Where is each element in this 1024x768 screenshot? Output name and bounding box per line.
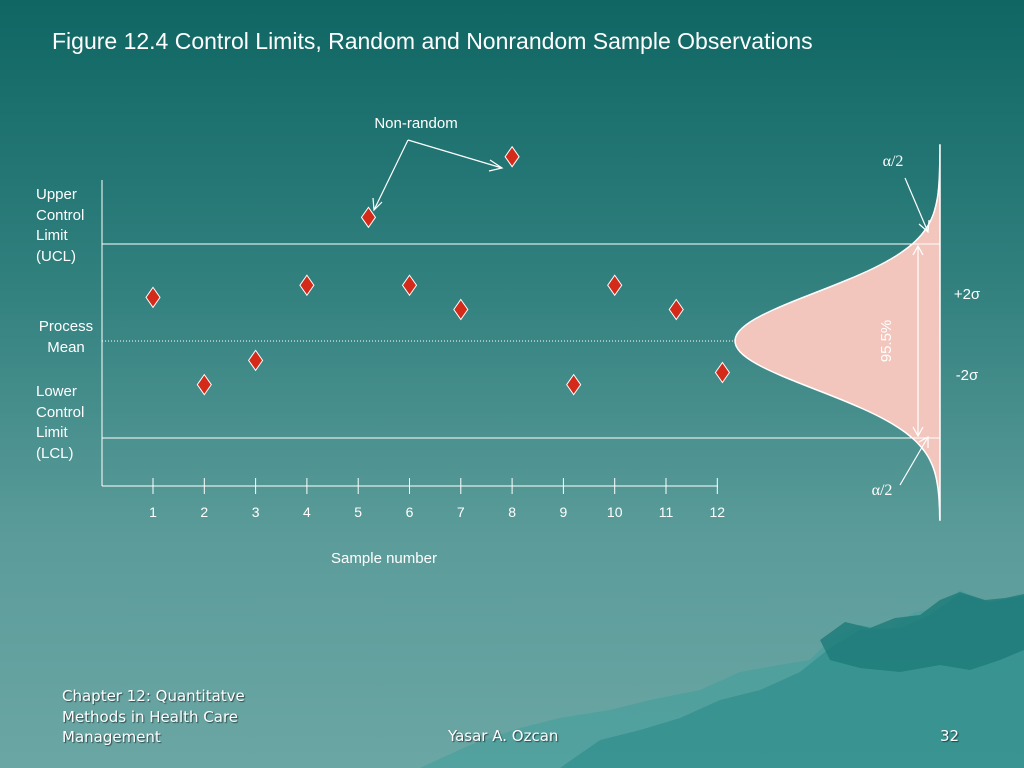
nonrandom-annotation-label: Non-random bbox=[374, 115, 457, 132]
alpha-top-arrow bbox=[904, 177, 930, 234]
x-tick-label: 6 bbox=[406, 504, 414, 520]
alpha-half-bottom-label: α/2 bbox=[872, 482, 893, 499]
range-95-arrowhead-top bbox=[912, 244, 924, 256]
x-tick-label: 11 bbox=[659, 504, 674, 520]
footer-author: Yasar A. Ozcan bbox=[448, 727, 559, 745]
x-tick-label: 3 bbox=[252, 504, 260, 520]
ucl-label-line: (UCL) bbox=[36, 247, 76, 265]
normal-distribution-curve bbox=[734, 144, 941, 521]
footer-chapter: Chapter 12: Quantitatve Methods in Healt… bbox=[62, 687, 245, 746]
nonrandom-point-marker bbox=[360, 206, 377, 229]
x-tick-label: 8 bbox=[508, 504, 516, 520]
sample-points bbox=[145, 145, 731, 396]
distribution-group bbox=[734, 144, 941, 521]
ucl-label: Upper Control Limit (UCL) bbox=[36, 185, 84, 267]
x-tick-label: 4 bbox=[303, 504, 311, 520]
range-95-arrowhead-bottom bbox=[912, 426, 924, 438]
minus-2sigma-label: -2σ bbox=[956, 367, 979, 384]
process-mean-label: Process Mean bbox=[34, 317, 98, 358]
alpha-half-top-label: α/2 bbox=[883, 153, 904, 170]
ucl-label-line: Limit bbox=[36, 227, 68, 244]
sample-point-marker bbox=[668, 298, 684, 321]
ucl-label-line: Control bbox=[36, 206, 85, 224]
sample-point-marker bbox=[714, 361, 731, 384]
alpha-bottom-arrow bbox=[899, 435, 929, 486]
lcl-label-line: Control bbox=[36, 403, 85, 421]
x-tick-label: 12 bbox=[710, 504, 726, 520]
sample-point-marker bbox=[401, 274, 418, 297]
x-tick-label: 2 bbox=[200, 504, 208, 520]
x-tick-label: 1 bbox=[149, 504, 157, 520]
sample-point-marker bbox=[299, 274, 315, 297]
x-tick-label: 5 bbox=[354, 504, 362, 520]
lcl-label-line: Lower bbox=[36, 383, 77, 400]
sample-point-marker bbox=[566, 373, 582, 396]
mean-label-line: Process bbox=[38, 318, 94, 335]
mean-label-line: Mean bbox=[47, 338, 85, 356]
x-axis-tick-labels: 1 2 3 4 5 6 7 8 9 10 11 12 bbox=[149, 504, 725, 520]
sample-point-marker bbox=[196, 373, 212, 396]
lcl-label-line: Limit bbox=[36, 424, 68, 441]
x-tick-label: 10 bbox=[607, 504, 623, 520]
lcl-label-line: (LCL) bbox=[36, 444, 74, 462]
sample-point-marker bbox=[453, 298, 469, 321]
lcl-label: Lower Control Limit (LCL) bbox=[36, 382, 84, 464]
x-tick-label: 9 bbox=[560, 504, 568, 520]
percent-95-label: 95.5% bbox=[878, 320, 895, 363]
x-tick-label: 7 bbox=[457, 504, 465, 520]
sample-point-marker bbox=[607, 274, 623, 297]
sample-point-marker bbox=[145, 286, 161, 309]
x-axis-title: Sample number bbox=[331, 550, 437, 567]
slide-title: Figure 12.4 Control Limits, Random and N… bbox=[52, 28, 813, 54]
sample-point-marker bbox=[247, 349, 264, 372]
x-axis-ticks bbox=[152, 478, 718, 494]
ucl-label-line: Upper bbox=[36, 186, 77, 203]
plus-2sigma-label: +2σ bbox=[954, 286, 981, 303]
nonrandom-arrows bbox=[372, 139, 504, 212]
page-number: 32 bbox=[940, 727, 960, 745]
nonrandom-point-marker bbox=[504, 145, 520, 168]
